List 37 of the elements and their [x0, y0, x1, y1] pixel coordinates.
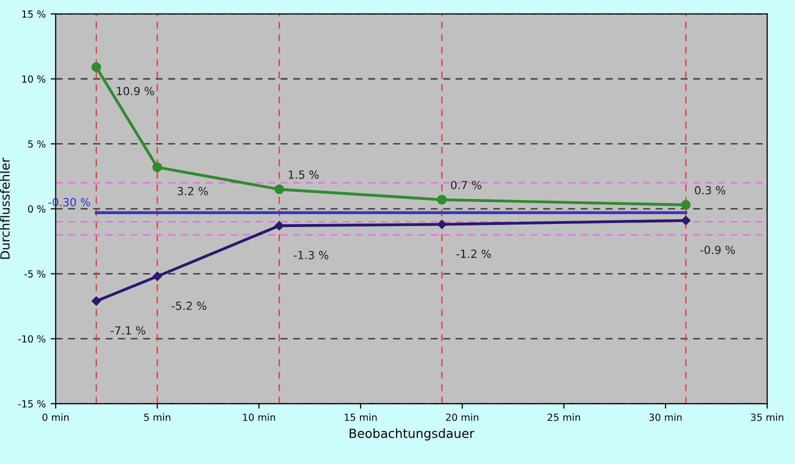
- point: [91, 62, 102, 72]
- data-label: 1.5 %: [288, 170, 319, 179]
- x-tick-label: 25 min: [548, 413, 580, 421]
- y-tick-label: -10 %: [18, 335, 46, 343]
- x-tick-label: 0 min: [42, 413, 69, 421]
- x-tick-label: 35 min: [751, 413, 784, 421]
- y-tick-label: -5 %: [24, 270, 46, 278]
- x-tick-label: 20 min: [446, 413, 478, 421]
- y-tick-label: 0 %: [28, 205, 46, 213]
- data-label: -0.9 %: [700, 246, 735, 254]
- x-tick-label: 15 min: [344, 413, 377, 421]
- point: [680, 200, 691, 210]
- data-label: -7.1 %: [110, 326, 146, 335]
- data-label: 0.7 %: [450, 180, 482, 190]
- point: [681, 216, 690, 226]
- point: [152, 272, 162, 281]
- y-tick-label: 5 %: [28, 140, 46, 148]
- data-label: -1.3 %: [294, 250, 328, 260]
- x-tick-label: 10 min: [243, 413, 276, 421]
- y-tick-label: -15 %: [18, 400, 46, 408]
- point: [437, 220, 447, 230]
- y-tick-label: 15 %: [22, 10, 46, 18]
- point: [152, 162, 162, 172]
- y-tick-label: 10 %: [22, 75, 46, 83]
- data-label: 0.3 %: [694, 186, 726, 194]
- data-label: 3.2 %: [178, 186, 208, 196]
- point: [274, 221, 284, 230]
- point: [274, 184, 284, 194]
- data-label: -1.2 %: [456, 250, 491, 258]
- x-axis-title: Beobachtungsdauer: [350, 428, 474, 440]
- y-axis-title: Durchflussfehler: [0, 158, 10, 259]
- x-tick-label: 30 min: [649, 413, 682, 421]
- x-tick-label: 5 min: [144, 413, 170, 421]
- data-label: -5.2 %: [172, 302, 206, 310]
- data-label: 10.9 %: [116, 86, 154, 96]
- point: [92, 296, 101, 306]
- point: [437, 194, 447, 205]
